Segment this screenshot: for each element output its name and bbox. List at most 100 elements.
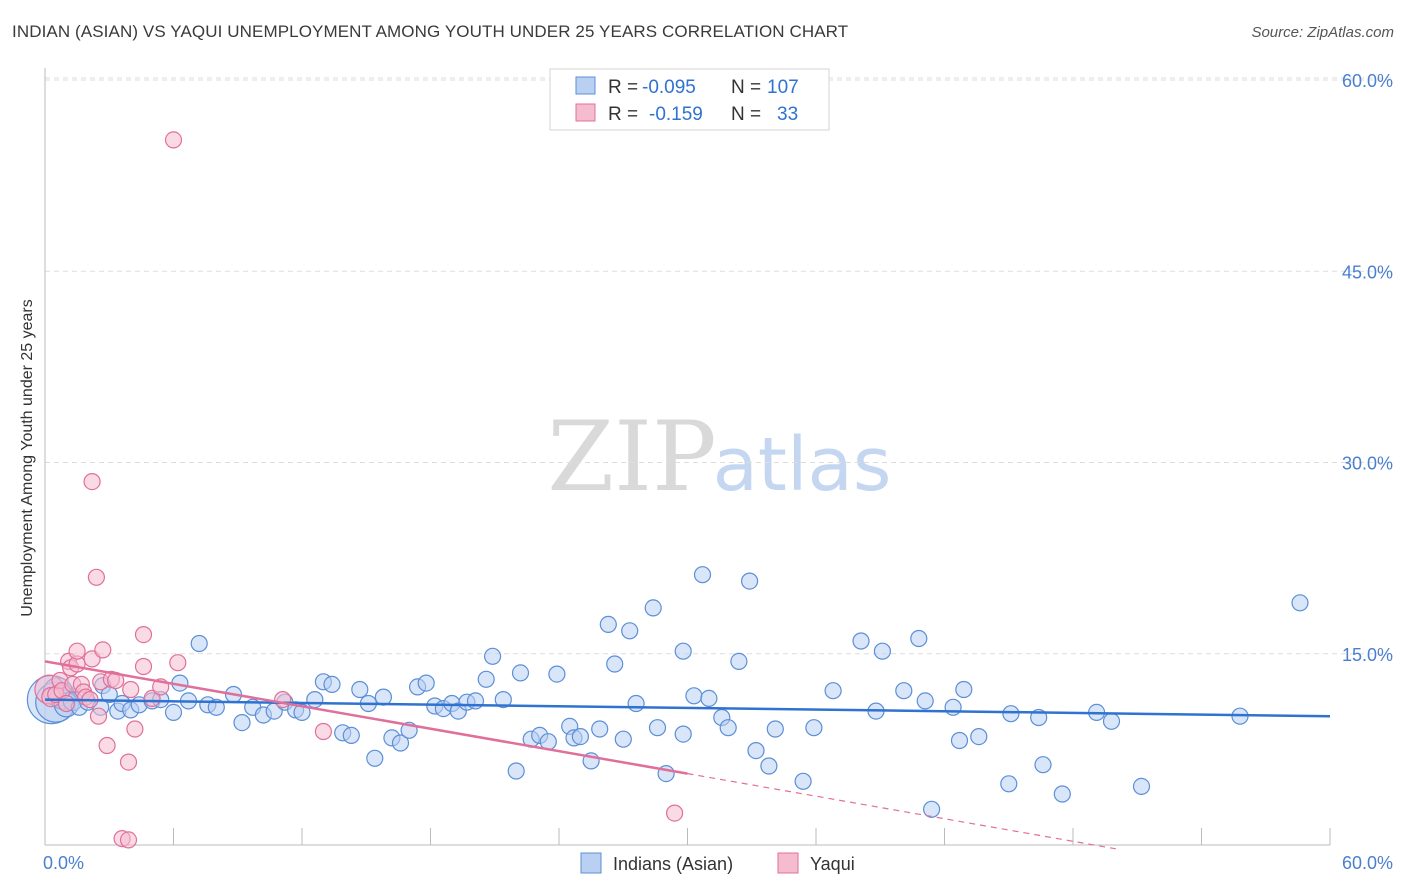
pink-point-29 [134,657,153,676]
blue-point-97 [955,680,973,699]
pink-point-5 [57,694,76,713]
blue-point-85 [794,772,812,790]
y-tick-label-60: 60.0% [1342,71,1393,91]
blue-point-76 [693,566,712,584]
blue-point-30 [293,703,311,722]
blue-point-92 [910,629,928,648]
legend-swatch-pink [575,103,596,122]
blue-point-105 [1102,712,1121,730]
blue-point-83 [760,757,778,775]
legend-label-yaqui: Yaqui [810,854,855,874]
pink-point-35 [274,690,292,709]
blue-point-98 [970,727,988,746]
watermark-atlas: atlas [713,422,892,508]
series-legend: Indians (Asian) Yaqui [580,852,855,874]
blue-point-68 [621,622,639,640]
legend-r-value-2: -0.159 [649,104,703,125]
blue-point-54 [507,762,525,780]
pink-point-27 [122,680,140,699]
blue-point-93 [916,692,934,710]
legend-box [549,68,830,131]
trend-line-yaqui [44,660,688,775]
blue-point-96 [950,731,969,750]
blue-point-65 [599,615,617,634]
legend-n-label-2: N = [731,104,761,125]
legend-n-label-1: N = [731,77,761,98]
blue-point-74 [674,642,692,660]
blue-point-67 [614,730,632,748]
blue-point-82 [747,741,765,760]
trend-lines [44,660,1331,850]
blue-point-33 [323,675,341,694]
pink-point-16 [83,473,101,491]
grid-lines [45,77,1393,655]
blue-point-41 [391,734,410,752]
legend-label-indians: Indians (Asian) [613,854,733,874]
blue-point-24 [233,713,251,732]
blue-point-36 [351,680,369,699]
blue-point-59 [548,665,566,683]
pink-point-10 [68,642,86,660]
blue-point-81 [740,572,759,590]
blue-point-80 [730,652,748,671]
pink-point-18 [89,707,108,725]
correlation-legend: R = -0.095 N = 107 R = -0.159 N = 33 [549,68,830,131]
y-tick-label-15: 15.0% [1342,645,1393,665]
pink-point-31 [143,689,161,708]
source-label: Source: ZipAtlas.com [1251,24,1394,41]
blue-point-55 [511,664,530,682]
blue-point-106 [1132,777,1151,796]
pink-point-30 [134,625,153,644]
watermark-zip: ZIP [547,401,716,513]
blue-point-75 [685,687,703,705]
x-tick-label-min: 0.0% [43,853,84,873]
legend-r-label-2: R = [608,104,638,125]
trend-line-indians [44,698,1331,718]
blue-point-53 [494,690,512,709]
pink-point-33 [169,654,187,672]
trend-line-yaqui-extension [687,773,1116,850]
pink-point-28 [126,720,144,738]
blue-point-44 [417,674,435,692]
blue-point-17 [164,703,183,722]
blue-point-64 [591,720,609,738]
blue-point-95 [944,698,962,716]
tick-labels: 15.0% 30.0% 45.0% 60.0% 0.0% 60.0% [43,71,1393,873]
blue-point-88 [852,632,870,650]
blue-point-69 [627,694,645,713]
blue-point-90 [873,642,892,660]
pink-point-17 [87,568,106,586]
blue-point-38 [366,749,384,767]
blue-point-87 [824,682,842,700]
pink-point-25 [119,831,138,849]
blue-point-108 [1291,594,1309,612]
pink-point-37 [665,804,684,822]
blue-point-79 [719,719,737,737]
legend-r-label-1: R = [608,77,638,98]
blue-point-66 [606,655,624,673]
blue-point-100 [1002,705,1020,723]
pink-point-36 [314,722,332,741]
y-tick-label-45: 45.0% [1342,262,1393,282]
blue-point-73 [674,725,692,743]
blue-point-84 [766,720,784,738]
blue-point-86 [805,719,823,737]
legend-n-value-2: 33 [777,104,798,125]
blue-point-91 [895,682,913,700]
legend-n-value-1: 107 [767,77,799,98]
blue-point-52 [484,647,502,665]
blue-point-35 [342,726,360,745]
legend-swatch-indians [580,852,602,874]
blue-point-51 [477,670,495,688]
blue-point-77 [700,689,718,708]
pink-point-34 [164,131,183,149]
blue-point-62 [571,727,590,746]
blue-point-99 [1000,775,1018,793]
legend-swatch-yaqui [777,852,799,874]
pink-point-21 [98,736,116,755]
blue-point-20 [190,634,208,653]
legend-swatch-blue [575,76,596,95]
blue-point-71 [648,719,667,737]
chart-title: INDIAN (ASIAN) VS YAQUI UNEMPLOYMENT AMO… [12,22,849,41]
y-tick-label-30: 30.0% [1342,454,1393,474]
